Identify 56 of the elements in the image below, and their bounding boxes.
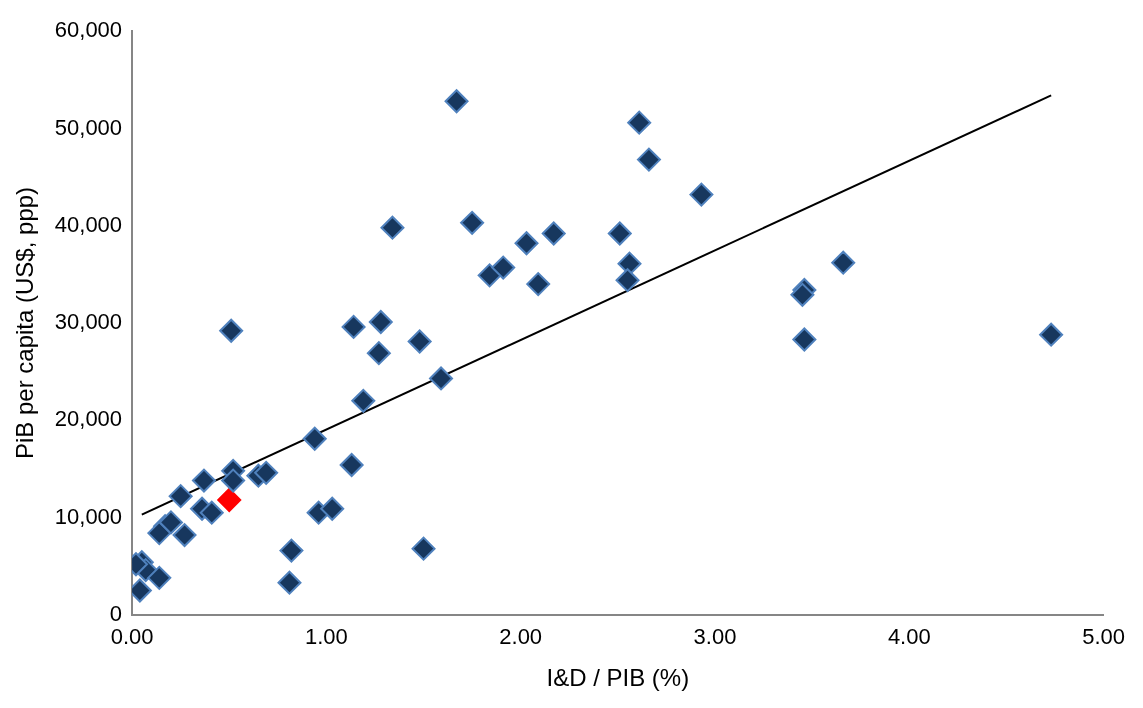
point xyxy=(277,570,302,595)
point xyxy=(689,182,714,207)
point xyxy=(514,231,539,256)
point xyxy=(199,500,224,525)
x-tick-label: 3.00 xyxy=(693,624,737,650)
point xyxy=(320,496,345,521)
y-tick-label: 0 xyxy=(109,600,123,626)
point xyxy=(617,251,642,276)
y-tick-label: 40,000 xyxy=(54,211,123,237)
point xyxy=(1039,322,1064,347)
point xyxy=(219,318,244,343)
point xyxy=(366,341,391,366)
point xyxy=(790,282,815,307)
point xyxy=(792,327,817,352)
point xyxy=(279,538,304,563)
point xyxy=(380,215,405,240)
point xyxy=(831,250,856,275)
point xyxy=(147,565,172,590)
y-tick-label: 10,000 xyxy=(54,503,123,529)
point xyxy=(411,536,436,561)
point xyxy=(541,221,566,246)
point xyxy=(491,255,516,280)
y-axis-title: PiB per capita (US$, ppp) xyxy=(11,186,39,460)
point xyxy=(407,329,432,354)
x-axis-title: I&D / PIB (%) xyxy=(546,664,690,692)
y-tick-label: 60,000 xyxy=(54,17,123,43)
point xyxy=(627,110,652,135)
point xyxy=(147,521,172,546)
point xyxy=(191,468,216,493)
point xyxy=(302,426,327,451)
point xyxy=(341,314,366,339)
point xyxy=(368,310,393,335)
point xyxy=(172,523,197,548)
point xyxy=(460,210,485,235)
point xyxy=(444,89,469,114)
y-tick-label: 30,000 xyxy=(54,309,123,335)
x-tick-label: 4.00 xyxy=(887,624,931,650)
point xyxy=(217,488,242,513)
y-tick-label: 20,000 xyxy=(54,406,123,432)
point xyxy=(526,272,551,297)
point xyxy=(351,388,376,413)
point xyxy=(254,460,279,485)
point xyxy=(615,268,640,293)
point xyxy=(429,366,454,391)
point xyxy=(607,221,632,246)
point xyxy=(339,453,364,478)
x-tick-label: 1.00 xyxy=(304,624,348,650)
y-tick-label: 50,000 xyxy=(54,114,123,140)
x-tick-label: 2.00 xyxy=(499,624,543,650)
point xyxy=(636,147,661,172)
x-tick-label: 5.00 xyxy=(1082,624,1125,650)
point xyxy=(158,510,183,535)
x-tick-label: 0.00 xyxy=(110,624,154,650)
point xyxy=(477,263,502,288)
point xyxy=(168,484,193,509)
point xyxy=(221,468,246,493)
